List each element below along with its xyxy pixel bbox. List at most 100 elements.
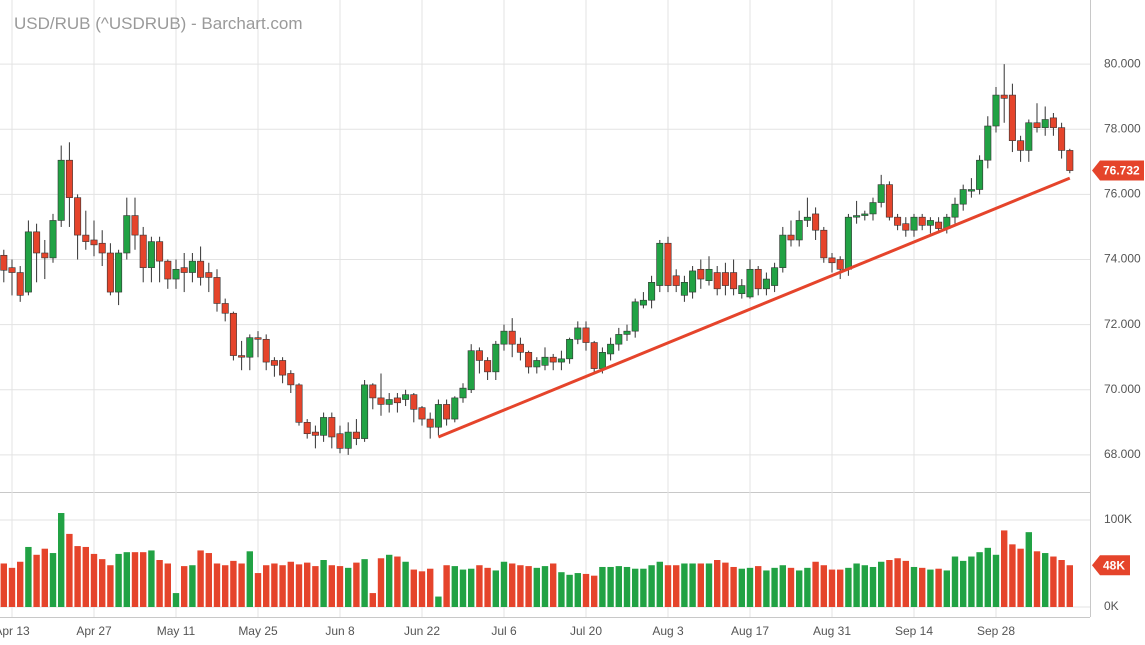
volume-bar xyxy=(222,565,229,607)
volume-bar xyxy=(607,566,614,607)
volume-bar xyxy=(1009,544,1016,607)
volume-bar xyxy=(320,560,327,607)
candle-body xyxy=(131,215,139,236)
x-tick-label: Jul 20 xyxy=(570,624,602,638)
candle-body xyxy=(147,241,155,268)
volume-bar xyxy=(664,565,672,607)
x-tick-label: May 25 xyxy=(238,624,278,638)
volume-bar xyxy=(517,565,524,607)
candle-body xyxy=(123,215,131,254)
grid xyxy=(0,0,1090,617)
candle-body xyxy=(106,252,114,293)
volume-bar xyxy=(697,563,704,607)
volume-bar xyxy=(599,566,606,607)
candle-body xyxy=(697,268,705,280)
volume-bar xyxy=(746,567,754,607)
candle-body xyxy=(172,268,180,280)
candle-body xyxy=(1025,122,1033,151)
candle-body xyxy=(1033,122,1041,128)
candle-body xyxy=(672,275,680,286)
candle-body xyxy=(0,254,8,271)
candle-body xyxy=(385,399,393,405)
volume-bar xyxy=(927,569,934,607)
volume-bar xyxy=(992,554,1000,607)
volume-bar xyxy=(500,561,508,607)
volume-bar xyxy=(984,547,991,607)
candle-body xyxy=(828,257,836,264)
volume-bar xyxy=(582,573,590,607)
last-volume-label: 48K xyxy=(1103,558,1125,572)
candle-body xyxy=(320,417,328,436)
candle-body xyxy=(139,234,147,268)
candle-body xyxy=(287,373,295,386)
candle-body xyxy=(656,242,664,286)
volume-bar xyxy=(853,563,860,607)
candle-body xyxy=(951,203,959,218)
candle-body xyxy=(361,384,369,439)
candle-body xyxy=(188,260,196,273)
volume-bar xyxy=(164,563,171,607)
x-tick-label: Aug 3 xyxy=(652,624,684,638)
candle-body xyxy=(730,272,738,290)
candle-body xyxy=(885,184,893,218)
volume-bar xyxy=(8,567,16,607)
candle-body xyxy=(762,278,770,290)
volume-bar xyxy=(525,566,532,607)
candle-body xyxy=(557,358,565,363)
volume-bar xyxy=(828,569,836,607)
candle-body xyxy=(853,215,861,218)
volume-bar xyxy=(131,552,139,607)
candle-body xyxy=(500,330,508,345)
volume-bar xyxy=(58,513,65,607)
y-tick-label: 68.000 xyxy=(1104,447,1141,461)
volume-bar xyxy=(172,593,180,607)
volume-bar xyxy=(90,553,98,607)
x-tick-label: Apr 13 xyxy=(0,624,30,638)
candle-body xyxy=(115,252,123,293)
candle-body xyxy=(680,282,688,296)
volume-bar xyxy=(468,568,475,607)
volume-bar xyxy=(935,568,942,607)
volume-bar xyxy=(369,593,376,607)
volume-bar xyxy=(804,567,811,607)
volume-bar xyxy=(787,567,795,607)
candle-body xyxy=(295,384,303,423)
volume-bar xyxy=(656,561,663,607)
volume-bar xyxy=(402,561,409,607)
candle-body xyxy=(615,334,623,345)
x-tick-label: Sep 14 xyxy=(895,624,933,638)
volume-bar xyxy=(714,560,721,607)
volume-bar xyxy=(705,563,713,607)
volume-bar xyxy=(295,564,303,607)
candle-body xyxy=(352,431,360,439)
candle-body xyxy=(164,260,172,280)
candle-body xyxy=(713,272,721,290)
volume-bar xyxy=(66,533,73,607)
volume-bar xyxy=(902,560,909,607)
volume-bar xyxy=(279,565,286,607)
volume-bar xyxy=(722,562,729,607)
candle-body xyxy=(49,220,57,259)
candle-body xyxy=(402,394,410,400)
candle-body xyxy=(426,418,434,428)
volume-bar xyxy=(960,560,967,607)
last-volume-tag xyxy=(1092,555,1130,576)
x-tick-label: Jun 8 xyxy=(325,624,355,638)
candle-body xyxy=(639,299,647,306)
candle-body xyxy=(65,159,73,198)
y-tick-label: 76.000 xyxy=(1104,187,1141,201)
candle-body xyxy=(664,242,672,286)
candle-body xyxy=(582,327,590,343)
volume-bar xyxy=(287,561,294,607)
volume-bar xyxy=(845,567,852,607)
x-tick-label: May 11 xyxy=(157,624,196,638)
y-tick-label: 80.000 xyxy=(1104,56,1141,70)
volume-bar xyxy=(779,565,786,607)
chart-title: USD/RUB (^USDRUB) - Barchart.com xyxy=(14,14,303,33)
candle-body xyxy=(221,303,229,314)
volume-bar xyxy=(558,572,565,607)
x-tick-label: Jun 22 xyxy=(404,624,440,638)
candle-body xyxy=(820,229,828,259)
candle-body xyxy=(566,338,574,360)
volume-bar xyxy=(968,556,975,607)
